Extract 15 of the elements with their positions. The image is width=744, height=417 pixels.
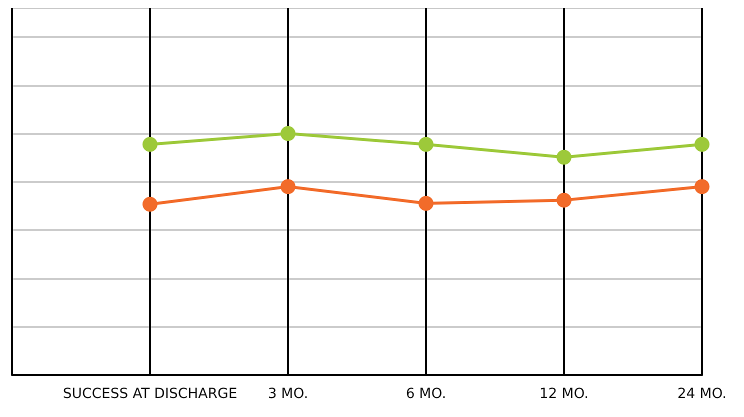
point: [418, 136, 434, 152]
point: [694, 136, 710, 152]
point: [280, 179, 296, 194]
point: [142, 136, 158, 152]
x-tick-label: 6 MO.: [406, 386, 446, 402]
x-tick-label: 12 MO.: [539, 386, 589, 402]
x-tick-label: SUCCESS AT DISCHARGE: [62, 386, 238, 402]
point: [280, 126, 296, 142]
point: [556, 192, 572, 208]
x-tick-label: 24 MO.: [677, 386, 727, 402]
point: [556, 150, 572, 165]
x-tick-label: 3 MO.: [268, 386, 308, 402]
point: [418, 196, 434, 211]
point: [694, 179, 710, 194]
point: [142, 196, 158, 212]
